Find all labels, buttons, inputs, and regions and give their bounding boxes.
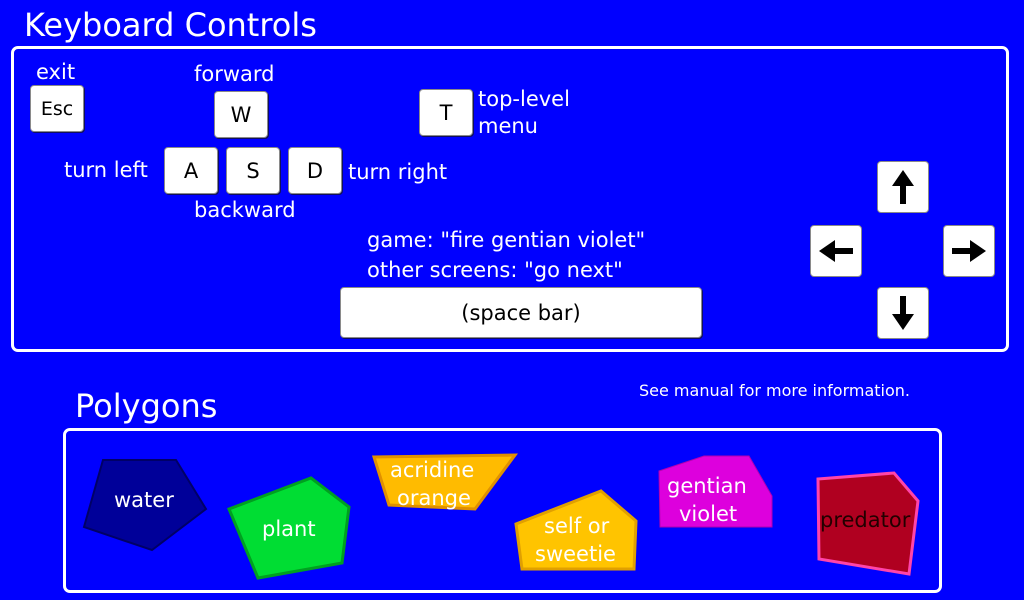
predator-polygon — [816, 471, 920, 576]
acridine-label: acridine — [390, 458, 475, 482]
a-key[interactable]: A — [164, 147, 218, 194]
self-or-label: self or — [544, 514, 610, 538]
space-bar-key[interactable]: (space bar) — [340, 287, 702, 338]
w-key[interactable]: W — [214, 91, 268, 138]
other-screens-space-hint: other screens: "go next" — [367, 258, 623, 282]
sweetie-label: sweetie — [535, 542, 616, 566]
forward-label: forward — [194, 62, 275, 86]
manual-note: See manual for more information. — [639, 381, 910, 400]
water-polygon — [82, 459, 208, 552]
arrow-left-icon — [819, 240, 853, 262]
t-key[interactable]: T — [419, 89, 473, 136]
plant-label: plant — [262, 517, 316, 541]
plant-polygon — [227, 476, 351, 580]
keyboard-panel: exit Esc forward W T top-level menu turn… — [11, 46, 1009, 352]
right-arrow-key[interactable] — [943, 225, 995, 277]
up-arrow-key[interactable] — [877, 161, 929, 213]
left-arrow-key[interactable] — [810, 225, 862, 277]
keyboard-controls-title: Keyboard Controls — [24, 6, 317, 44]
s-key[interactable]: S — [226, 147, 280, 194]
self-or-sweetie-polygon — [514, 489, 638, 571]
predator-label: predator — [820, 508, 911, 532]
gentian-label: gentian — [667, 474, 747, 498]
arrow-right-icon — [952, 240, 986, 262]
turn-left-label: turn left — [64, 158, 148, 182]
game-space-hint: game: "fire gentian violet" — [367, 228, 646, 252]
violet-label: violet — [679, 502, 738, 526]
backward-label: backward — [194, 198, 296, 222]
orange-label: orange — [397, 486, 471, 510]
arrow-up-icon — [892, 170, 914, 204]
top-level-label: top-level — [478, 87, 570, 111]
exit-label: exit — [36, 60, 76, 84]
esc-key[interactable]: Esc — [30, 85, 84, 132]
menu-label: menu — [478, 114, 538, 138]
water-label: water — [114, 488, 174, 512]
polygons-panel: water plant acridine orange self or swee… — [63, 428, 942, 593]
down-arrow-key[interactable] — [877, 287, 929, 339]
d-key[interactable]: D — [288, 147, 342, 194]
acridine-orange-polygon — [371, 453, 519, 511]
gentian-violet-polygon — [658, 455, 773, 528]
turn-right-label: turn right — [348, 160, 448, 184]
polygon-shapes — [82, 453, 920, 580]
polygons-title: Polygons — [75, 387, 218, 425]
arrow-down-icon — [892, 296, 914, 330]
